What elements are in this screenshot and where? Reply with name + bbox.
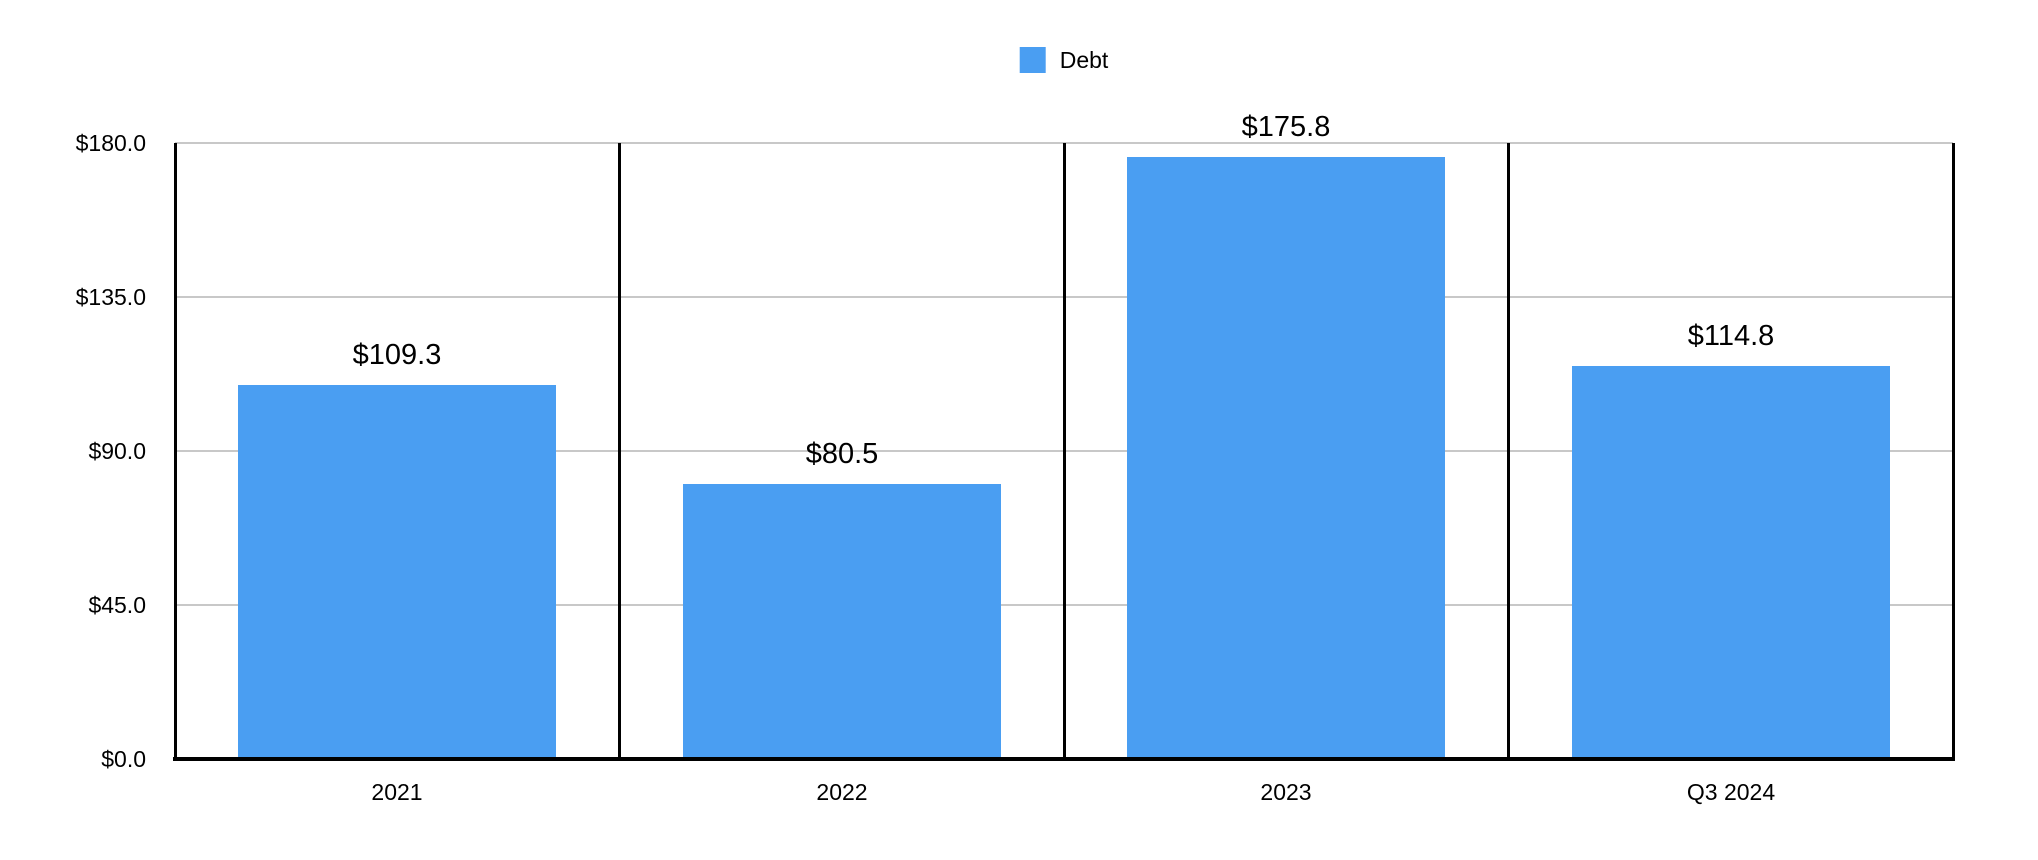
bar-value-label: $80.5 (805, 438, 879, 470)
y-axis-tick-label: $135.0 (75, 284, 146, 310)
legend-swatch-debt (1019, 47, 1046, 73)
y-axis-tick-label: $180.0 (75, 130, 146, 156)
category-separator (1063, 143, 1066, 759)
legend-label-debt: Debt (1059, 47, 1109, 73)
y-axis-tick-label: $90.0 (88, 438, 146, 464)
y-axis-tick-label: $0.0 (101, 746, 146, 772)
bar-2023 (1127, 157, 1445, 757)
bar-value-label: $114.8 (1687, 320, 1775, 352)
category-separator (618, 143, 621, 759)
x-axis-line (173, 757, 1955, 761)
y-axis-line (174, 143, 177, 759)
bar-2022 (683, 484, 1001, 757)
x-axis-category-label: 2022 (816, 779, 868, 805)
chart-legend: Debt (1019, 47, 1109, 73)
bar-value-label: $175.8 (1241, 111, 1331, 143)
category-separator (1507, 143, 1510, 759)
x-axis-category-label: 2021 (371, 779, 423, 805)
bar-q3-2024 (1572, 366, 1890, 757)
plot-right-border (1952, 143, 1955, 759)
bar-value-label: $109.3 (352, 339, 442, 371)
y-axis-tick-label: $45.0 (88, 592, 146, 618)
x-axis-category-label: 2023 (1260, 779, 1312, 805)
bar-2021 (238, 385, 556, 757)
x-axis-category-label: Q3 2024 (1686, 779, 1776, 805)
